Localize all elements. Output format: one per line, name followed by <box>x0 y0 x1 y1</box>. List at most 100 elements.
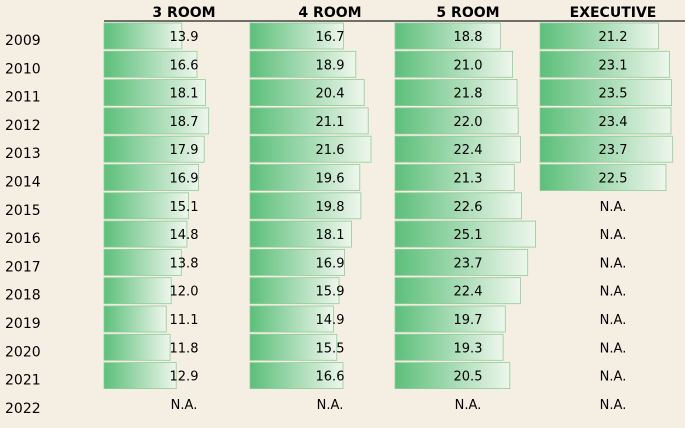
value-label: 13.9 <box>170 30 199 45</box>
bar <box>539 164 667 191</box>
bar <box>394 107 519 135</box>
bar <box>539 107 672 135</box>
bar <box>103 333 171 361</box>
bars <box>103 22 674 390</box>
na-label: N.A. <box>600 313 627 328</box>
row-label-year: 2014 <box>5 175 41 191</box>
column-header: EXECUTIVE <box>570 5 657 21</box>
na-label: N.A. <box>600 256 627 271</box>
value-label: 21.3 <box>454 172 483 187</box>
bar <box>394 248 529 276</box>
value-label: 20.4 <box>316 87 345 102</box>
row-label-year: 2011 <box>5 90 41 106</box>
na-label: N.A. <box>600 200 627 215</box>
column-header: 5 ROOM <box>436 5 499 21</box>
bar <box>539 22 660 50</box>
value-label: 16.6 <box>316 370 345 385</box>
row-label-year: 2013 <box>5 146 41 162</box>
bar <box>103 164 199 191</box>
value-label: 21.0 <box>454 58 483 73</box>
na-label: N.A. <box>600 228 627 243</box>
row-label-year: 2010 <box>5 61 41 77</box>
value-label: 23.7 <box>454 256 483 271</box>
bar <box>249 362 344 390</box>
value-label: 14.9 <box>316 313 345 328</box>
bar <box>394 333 504 361</box>
bar <box>394 277 521 305</box>
value-label: 16.9 <box>170 172 199 187</box>
bar <box>394 79 518 106</box>
value-label: 16.7 <box>316 30 345 45</box>
na-label: N.A. <box>317 398 344 413</box>
value-label: 21.8 <box>454 87 483 102</box>
na-label: N.A. <box>600 398 627 413</box>
value-label: 19.8 <box>316 200 345 215</box>
value-label: 23.4 <box>599 115 628 130</box>
bar <box>394 164 515 191</box>
bar <box>394 220 537 248</box>
column-headers: 3 ROOM 4 ROOM 5 ROOM EXECUTIVE <box>152 5 656 21</box>
value-label: 14.8 <box>170 228 199 243</box>
value-label: 21.2 <box>599 30 628 45</box>
row-label-year: 2012 <box>5 118 41 134</box>
value-label: 18.1 <box>170 87 199 102</box>
bar <box>249 22 344 50</box>
row-label-year: 2018 <box>5 288 41 304</box>
bar <box>249 79 365 106</box>
bar <box>249 135 372 163</box>
value-label: 18.1 <box>316 228 345 243</box>
bar <box>249 220 352 248</box>
column-header: 4 ROOM <box>298 5 361 21</box>
row-label-year: 2021 <box>5 373 41 389</box>
bar <box>539 50 670 78</box>
bar <box>249 305 334 333</box>
bar <box>249 164 361 191</box>
value-label: 16.9 <box>316 256 345 271</box>
value-label: 22.4 <box>454 143 483 158</box>
bar <box>394 22 501 50</box>
value-label: 18.8 <box>454 30 483 45</box>
value-label: 19.3 <box>454 341 483 356</box>
value-label: 22.5 <box>599 172 628 187</box>
value-label: 15.9 <box>316 285 345 300</box>
value-label: 18.7 <box>170 115 199 130</box>
bar <box>103 192 189 220</box>
bar <box>249 248 345 276</box>
value-label: 21.6 <box>316 143 345 158</box>
value-label: 21.1 <box>316 115 345 130</box>
value-label: 20.5 <box>454 370 483 385</box>
bar <box>103 22 183 50</box>
bar <box>394 135 521 163</box>
bar <box>539 79 673 106</box>
value-label: 17.9 <box>170 143 199 158</box>
bar <box>394 50 513 78</box>
bar <box>103 107 210 135</box>
value-label: 25.1 <box>454 228 483 243</box>
na-label: N.A. <box>171 398 198 413</box>
na-label: N.A. <box>600 370 627 385</box>
value-label: 19.7 <box>454 313 483 328</box>
bar <box>394 192 522 220</box>
bar <box>103 305 167 333</box>
bar <box>394 362 511 390</box>
row-label-year: 2009 <box>5 33 41 49</box>
bar <box>103 362 177 390</box>
value-label: 15.1 <box>170 200 199 215</box>
value-label: 13.8 <box>170 256 199 271</box>
row-label-year: 2017 <box>5 259 41 275</box>
value-label: 23.7 <box>599 143 628 158</box>
value-label: 12.0 <box>170 285 199 300</box>
na-label: N.A. <box>600 341 627 356</box>
bar <box>249 277 340 305</box>
value-label: 15.5 <box>316 341 345 356</box>
bar <box>249 107 369 135</box>
row-label-year: 2019 <box>5 316 41 332</box>
na-label: N.A. <box>455 398 482 413</box>
column-header: 3 ROOM <box>152 5 215 21</box>
value-label: 22.0 <box>454 115 483 130</box>
bar <box>394 305 506 333</box>
bar <box>103 248 182 276</box>
row-label-year: 2020 <box>5 344 41 360</box>
row-label-year: 2022 <box>5 401 41 417</box>
